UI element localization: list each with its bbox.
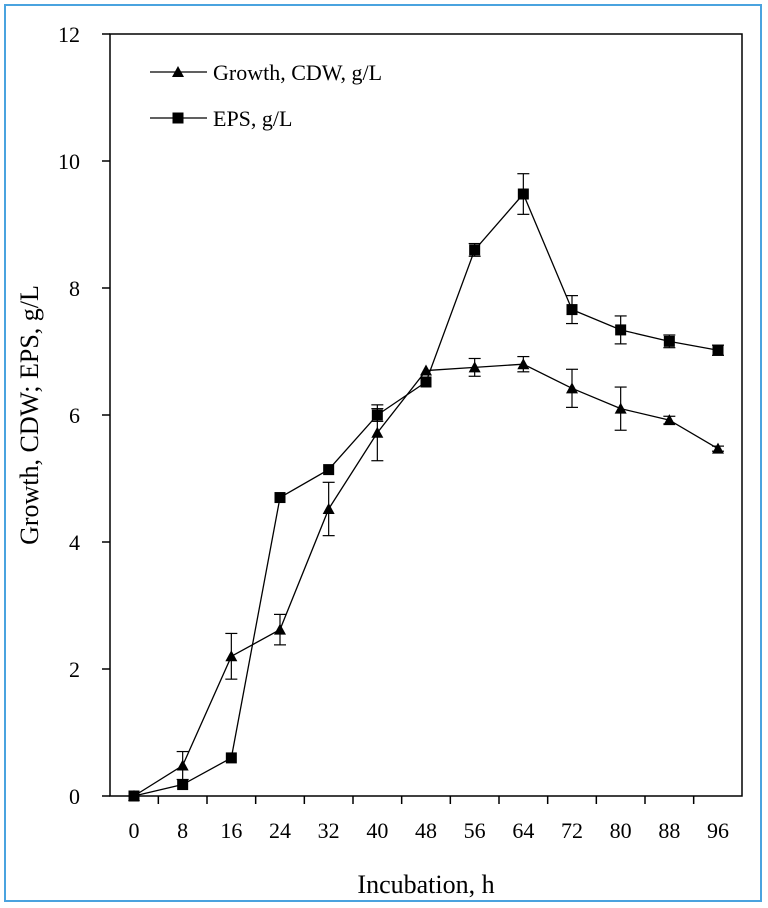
data-point — [420, 376, 432, 388]
data-point — [663, 335, 675, 347]
x-axis-title: Incubation, h — [357, 870, 494, 899]
y-tick-label: 6 — [69, 403, 80, 428]
x-axis: 0 8 16 24 32 40 48 56 64 72 80 88 96 — [129, 796, 729, 843]
data-point — [225, 752, 237, 764]
x-tick-label: 56 — [464, 818, 486, 843]
x-tick-label: 16 — [220, 818, 242, 843]
data-point — [323, 464, 335, 476]
x-tick-label: 0 — [129, 818, 140, 843]
data-point — [371, 409, 383, 421]
x-tick-label: 32 — [318, 818, 340, 843]
y-tick-label: 4 — [69, 530, 80, 555]
x-tick-label: 48 — [415, 818, 437, 843]
series-line — [133, 192, 719, 797]
data-point — [274, 623, 286, 635]
data-point — [469, 244, 481, 256]
data-point — [517, 358, 530, 370]
data-point — [712, 344, 724, 356]
data-point — [712, 442, 724, 454]
x-tick-label: 40 — [366, 818, 388, 843]
series-line — [133, 363, 719, 797]
data-point — [566, 382, 578, 394]
data-point — [225, 650, 238, 662]
data-point — [177, 779, 189, 791]
legend-marker — [172, 112, 184, 124]
series-growth — [128, 355, 724, 801]
legend-label: EPS, g/L — [213, 106, 292, 131]
x-tick-label: 64 — [512, 818, 534, 843]
x-tick-label: 72 — [561, 818, 583, 843]
data-point — [176, 759, 189, 771]
x-tick-label: 8 — [177, 818, 188, 843]
x-tick-label: 24 — [269, 818, 291, 843]
y-tick-label: 10 — [58, 149, 80, 174]
y-tick-label: 8 — [69, 276, 80, 301]
legend-label: Growth, CDW, g/L — [213, 60, 382, 85]
x-tick-label: 80 — [610, 818, 632, 843]
x-tick-label: 96 — [707, 818, 729, 843]
data-point — [566, 304, 578, 316]
data-point — [468, 361, 481, 373]
data-point — [663, 414, 676, 426]
data-point — [274, 492, 286, 504]
data-point — [128, 790, 140, 802]
legend-marker — [172, 66, 184, 77]
y-tick-label: 2 — [69, 657, 80, 682]
data-point — [517, 188, 529, 200]
y-tick-label: 12 — [58, 22, 80, 47]
data-point — [615, 324, 627, 336]
figure-frame — [4, 4, 762, 902]
data-point — [614, 402, 627, 414]
data-point — [371, 426, 384, 438]
y-axis-title: Growth, CDW; EPS, g/L — [15, 285, 44, 545]
y-axis: 0 2 4 6 8 10 12 — [58, 22, 110, 809]
y-tick-label: 0 — [69, 784, 80, 809]
legend: Growth, CDW, g/L EPS, g/L — [150, 60, 382, 131]
series-layer — [128, 173, 724, 802]
series-eps — [128, 173, 724, 802]
x-tick-label: 88 — [658, 818, 680, 843]
data-point — [322, 502, 335, 514]
